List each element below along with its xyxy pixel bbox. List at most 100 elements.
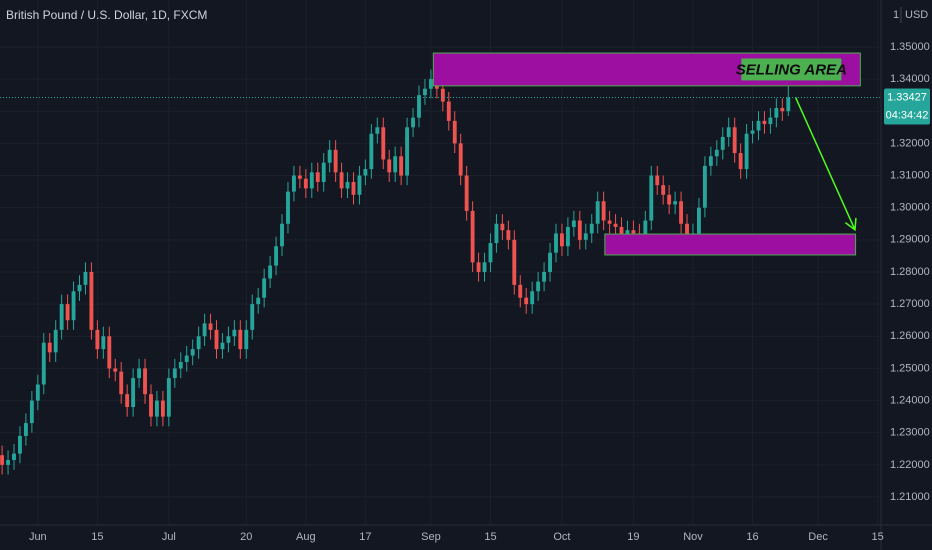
- candle-body: [89, 271, 94, 330]
- candle-body: [554, 233, 558, 253]
- candle-body: [214, 329, 219, 350]
- y-tick-label: 1.31000: [890, 169, 930, 181]
- y-tick-label: 1.32000: [890, 137, 930, 149]
- candle-body: [726, 127, 731, 137]
- candle-body: [23, 423, 28, 436]
- candle-body: [613, 223, 618, 227]
- candle-body: [452, 120, 457, 144]
- candle-body: [518, 284, 523, 298]
- y-tick-label: 1.34000: [890, 73, 930, 85]
- candle-body: [232, 329, 237, 337]
- y-tick-label: 1.27000: [890, 298, 930, 310]
- candle-body: [166, 378, 171, 417]
- candle-body: [673, 201, 678, 205]
- candle-body: [774, 108, 779, 118]
- candle-body: [649, 175, 654, 221]
- candle-body: [601, 201, 606, 221]
- candle-body: [786, 97, 791, 112]
- candle-body: [762, 120, 767, 125]
- candle-body: [256, 297, 261, 305]
- candle-body: [309, 172, 314, 189]
- candle-body: [768, 117, 773, 125]
- x-tick-label: Oct: [553, 531, 570, 543]
- candle-body: [571, 220, 576, 227]
- candle-body: [488, 243, 493, 263]
- candle-body: [363, 169, 368, 176]
- candle-body: [631, 230, 636, 234]
- candle-body: [220, 342, 225, 350]
- candle-body: [405, 127, 410, 176]
- candle-body: [607, 220, 612, 224]
- candle-body: [470, 210, 475, 263]
- candle-body: [286, 191, 290, 224]
- x-tick-label: 15: [871, 531, 883, 543]
- candle-body: [303, 178, 308, 189]
- x-tick-label: 16: [746, 531, 758, 543]
- candle-body: [464, 175, 469, 211]
- x-tick-label: 17: [359, 531, 371, 543]
- candle-body: [155, 400, 159, 417]
- candle-body: [702, 165, 707, 208]
- candle-body: [417, 95, 421, 118]
- candle-body: [172, 368, 177, 379]
- candle-body: [226, 336, 231, 343]
- candle-body: [244, 329, 249, 350]
- candle-body: [59, 304, 64, 330]
- candle-body: [423, 88, 427, 96]
- candle-body: [524, 297, 529, 305]
- arrow-line: [794, 96, 856, 231]
- y-tick-label: 1.30000: [890, 202, 930, 214]
- candle-body: [589, 223, 594, 234]
- candle-body: [262, 278, 267, 298]
- x-tick-label: 15: [484, 531, 496, 543]
- candle-body: [732, 127, 737, 154]
- candle-body: [482, 262, 487, 272]
- candle-body: [291, 175, 296, 192]
- candle-body: [446, 101, 451, 121]
- candle-body: [18, 435, 22, 454]
- candle-body: [47, 342, 52, 353]
- candle-body: [101, 336, 106, 350]
- candle-body: [351, 181, 356, 195]
- y-tick-label: 1.23000: [890, 427, 930, 439]
- candle-body: [190, 349, 195, 356]
- x-tick-label: Nov: [683, 531, 703, 543]
- candle-body: [714, 149, 719, 157]
- candle-body: [41, 342, 46, 385]
- candle-body: [119, 371, 124, 395]
- candle-body: [77, 284, 82, 292]
- arrow-head: [844, 217, 857, 232]
- y-tick-label: 1.22000: [890, 459, 930, 471]
- candle-body: [131, 378, 136, 408]
- candle-body: [476, 262, 481, 272]
- candle-body: [744, 133, 749, 170]
- candle-body: [619, 226, 624, 240]
- y-tick-label: 1.21000: [890, 491, 930, 503]
- candle-body: [458, 143, 463, 176]
- candle-body: [387, 159, 392, 173]
- candle-body: [577, 220, 582, 240]
- candle-body: [208, 323, 213, 330]
- candle-body: [381, 127, 386, 160]
- currency[interactable]: USD: [905, 9, 928, 21]
- candle-body: [274, 246, 278, 266]
- candle-body: [667, 194, 672, 205]
- candle-body: [530, 291, 535, 305]
- candle-body: [238, 329, 243, 350]
- candle-body: [196, 336, 201, 350]
- chart-title: British Pound / U.S. Dollar, 1D, FXCM: [6, 8, 207, 22]
- candle-body: [399, 156, 404, 176]
- candle-body: [542, 271, 547, 282]
- price-label-bg: [884, 88, 930, 125]
- candle-body: [595, 201, 600, 224]
- candle-body: [506, 230, 511, 240]
- candle-body: [280, 223, 284, 247]
- candle-body: [720, 136, 725, 150]
- countdown: 04:34:42: [886, 109, 929, 121]
- candle-body: [500, 223, 505, 231]
- candle-body: [268, 265, 273, 279]
- candle-body: [6, 460, 10, 465]
- candle-body: [697, 207, 701, 234]
